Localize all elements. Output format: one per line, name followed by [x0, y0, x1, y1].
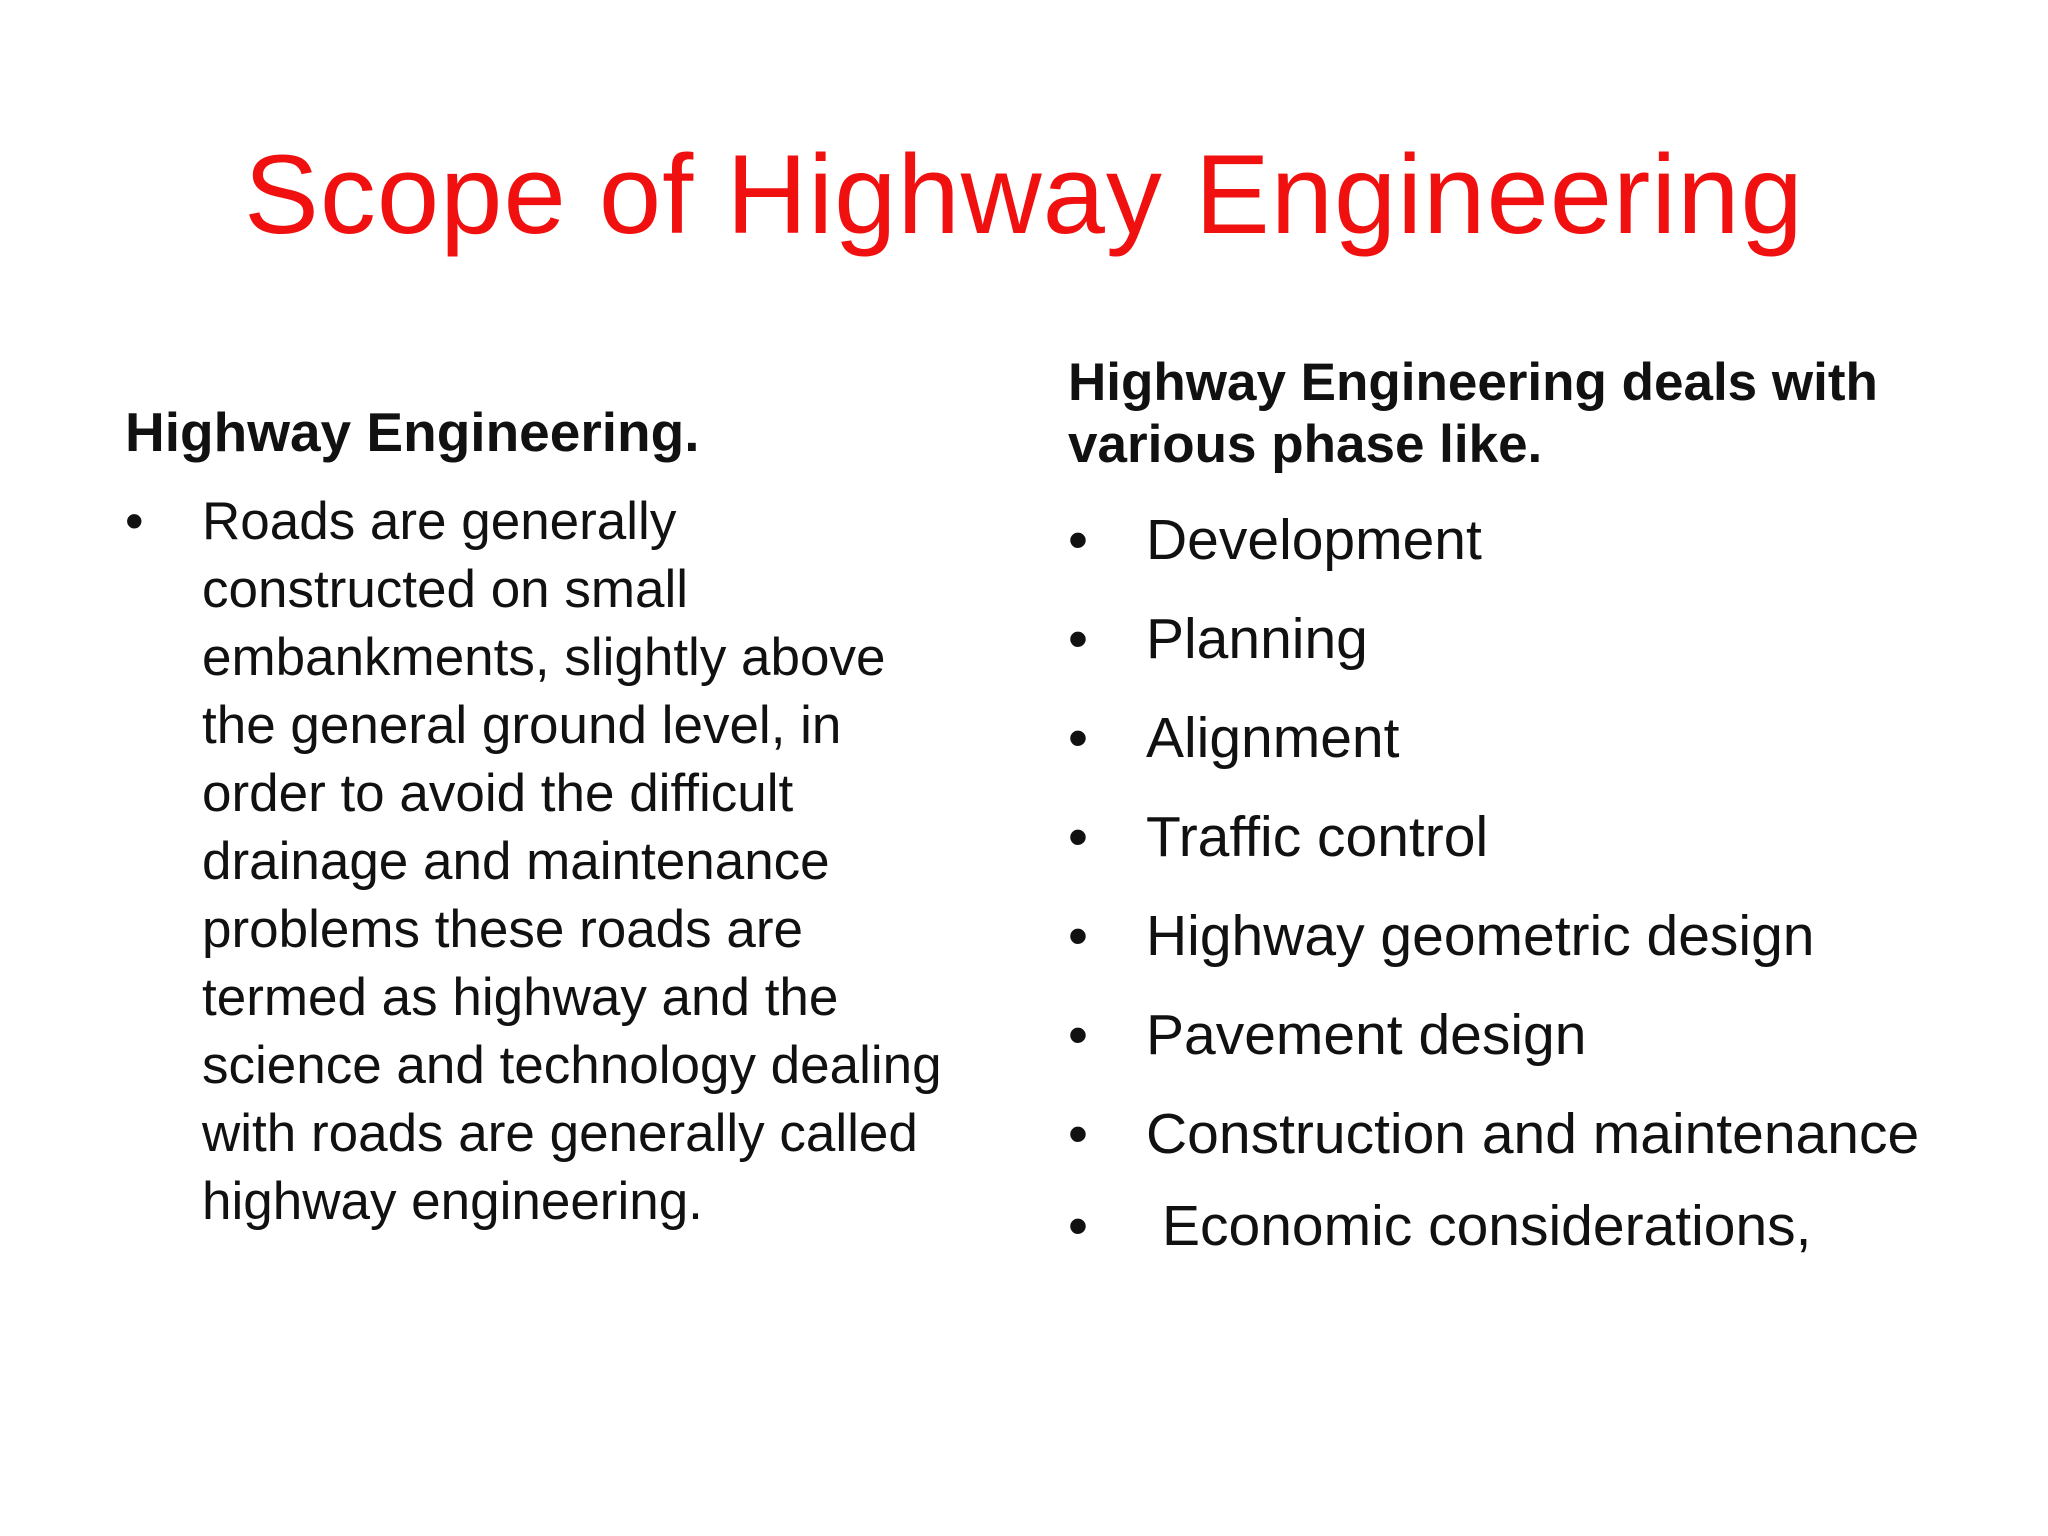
right-bullet-list: • Development • Planning • Alignment • T… [1068, 498, 1968, 1268]
bullet-icon: • [1068, 706, 1088, 770]
list-item: • Economic considerations, [1068, 1184, 1968, 1268]
bullet-text: Traffic control [1146, 805, 1489, 869]
list-item: • Alignment [1068, 696, 1968, 780]
right-heading: Highway Engineering deals with various p… [1068, 353, 1878, 474]
right-column: Highway Engineering deals with various p… [1068, 352, 1968, 1283]
list-item: • Pavement design [1068, 993, 1968, 1077]
left-bullet-list: • Roads are generally constructed on sma… [125, 488, 965, 1236]
left-column: Highway Engineering. • Roads are general… [125, 398, 965, 1236]
bullet-text: Planning [1146, 607, 1368, 671]
list-item: • Highway geometric design [1068, 894, 1968, 978]
bullet-text: Alignment [1146, 706, 1400, 770]
bullet-icon: • [125, 492, 144, 551]
bullet-text: Development [1146, 508, 1482, 572]
bullet-icon: • [1068, 1102, 1088, 1166]
bullet-text: Pavement design [1146, 1003, 1587, 1067]
bullet-text: Roads are generally constructed on small… [202, 492, 942, 1231]
bullet-icon: • [1068, 805, 1088, 869]
list-item: • Construction and maintenance [1068, 1092, 1968, 1176]
list-item: • Roads are generally constructed on sma… [125, 488, 965, 1236]
slide-title: Scope of Highway Engineering [244, 132, 1804, 257]
bullet-icon: • [1068, 508, 1088, 572]
bullet-text: Economic considerations, [1162, 1194, 1812, 1258]
bullet-icon: • [1068, 1194, 1088, 1258]
list-item: • Traffic control [1068, 795, 1968, 879]
bullet-icon: • [1068, 1003, 1088, 1067]
left-heading: Highway Engineering. [125, 401, 700, 463]
list-item: • Planning [1068, 597, 1968, 681]
bullet-text: Construction and maintenance [1146, 1102, 1920, 1166]
bullet-icon: • [1068, 904, 1088, 968]
list-item: • Development [1068, 498, 1968, 582]
bullet-icon: • [1068, 607, 1088, 671]
bullet-text: Highway geometric design [1146, 904, 1815, 968]
